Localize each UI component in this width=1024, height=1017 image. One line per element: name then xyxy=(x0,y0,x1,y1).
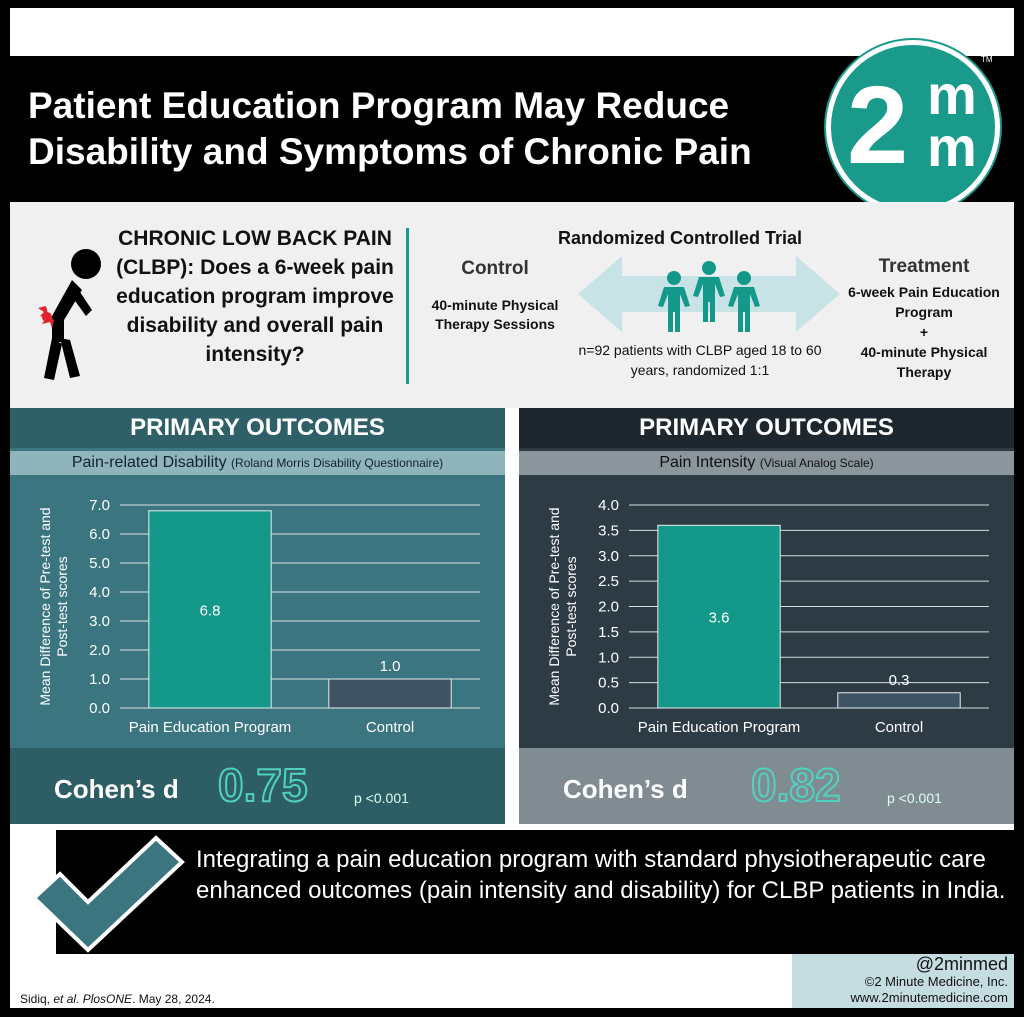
disability-outcome-panel: PRIMARY OUTCOMES Pain-related Disability… xyxy=(10,408,505,824)
y-tick-label: 6.0 xyxy=(89,526,110,543)
study-design-panel: CHRONIC LOW BACK PAIN (CLBP): Does a 6-w… xyxy=(10,202,1014,408)
sample-description: n=92 patients with CLBP aged 18 to 60 ye… xyxy=(578,342,822,378)
checkmark-icon xyxy=(31,835,185,953)
y-tick-label: 2.0 xyxy=(598,599,619,616)
y-axis-title: Mean Difference of Pre-test andPost-test… xyxy=(37,507,70,705)
citation-date: . May 28, 2024. xyxy=(132,992,215,1006)
cohens-d-value: 0.82 xyxy=(750,758,842,812)
study-design-title: Randomized Controlled Trial xyxy=(558,228,803,248)
p-value: p <0.001 xyxy=(887,790,942,806)
patients-group-icon xyxy=(658,261,760,332)
bar-control xyxy=(837,692,961,709)
cohens-d-value: 0.75 xyxy=(217,758,309,812)
back-pain-person-icon xyxy=(38,249,101,380)
y-tick-label: 1.5 xyxy=(598,624,619,641)
bar-value-label: 3.6 xyxy=(709,610,730,627)
treatment-program: 6-week Pain Education Program xyxy=(848,284,1000,320)
citation-etal: et al. PlosONE xyxy=(53,992,133,1006)
treatment-plus: + xyxy=(919,324,929,340)
cohens-d-label: Cohen’s d xyxy=(563,774,688,804)
y-tick-label: 0.0 xyxy=(89,700,110,717)
treatment-description: 6-week Pain Education Program + 40-minut… xyxy=(840,282,1008,382)
y-tick-label: 3.5 xyxy=(598,522,619,539)
x-category-label: Pain Education Program xyxy=(129,719,292,736)
y-tick-label: 3.0 xyxy=(598,548,619,565)
control-title: Control xyxy=(461,258,529,279)
x-category-label: Control xyxy=(875,719,923,736)
copyright: ©2 Minute Medicine, Inc. xyxy=(864,974,1008,989)
page-title: Patient Education Program May Reduce Dis… xyxy=(28,85,752,172)
bar-value-label: 1.0 xyxy=(380,658,401,675)
y-axis-title: Mean Difference of Pre-test andPost-test… xyxy=(546,507,579,705)
conclusion-box: Integrating a pain education program wit… xyxy=(31,830,1014,954)
logo-letter-top: m xyxy=(927,63,977,126)
effect-size-bar: Cohen’s d 0.82 p <0.001 xyxy=(519,748,1014,824)
section-divider xyxy=(406,228,409,384)
panel-subtitle: Pain Intensity (Visual Analog Scale) xyxy=(519,451,1014,475)
panel-heading: PRIMARY OUTCOMES xyxy=(519,408,1014,448)
y-tick-label: 7.0 xyxy=(89,497,110,514)
bar-pain-education-program xyxy=(148,510,272,709)
bar-value-label: 6.8 xyxy=(200,602,221,619)
social-handle: @2minmed xyxy=(915,954,1008,974)
panel-subtitle: Pain-related Disability (Roland Morris D… xyxy=(10,451,505,475)
y-tick-label: 3.0 xyxy=(89,613,110,630)
header-bar: Patient Education Program May Reduce Dis… xyxy=(10,40,1014,214)
y-tick-label: 0.0 xyxy=(598,700,619,717)
y-tick-label: 5.0 xyxy=(89,555,110,572)
logo-trademark: TM xyxy=(981,55,993,64)
y-tick-label: 1.0 xyxy=(89,671,110,688)
subtitle-scale: (Visual Analog Scale) xyxy=(759,456,874,470)
bar-pain-education-program xyxy=(657,524,781,709)
pain-intensity-outcome-panel: PRIMARY OUTCOMES Pain Intensity (Visual … xyxy=(519,408,1014,824)
y-tick-label: 4.0 xyxy=(598,497,619,514)
y-tick-label: 4.0 xyxy=(89,584,110,601)
website: www.2minutemedicine.com xyxy=(850,990,1008,1005)
p-value: p <0.001 xyxy=(354,790,409,806)
panel-heading: PRIMARY OUTCOMES xyxy=(10,408,505,448)
y-tick-label: 0.5 xyxy=(598,675,619,692)
control-description: 40-minute Physical Therapy Sessions xyxy=(431,297,559,332)
credit-box: @2minmed ©2 Minute Medicine, Inc. www.2m… xyxy=(792,954,1014,1008)
y-axis-title-line: Post-test scores xyxy=(563,556,579,656)
treatment-title: Treatment xyxy=(878,256,970,277)
y-axis-title-line: Mean Difference of Pre-test and xyxy=(546,507,562,705)
subtitle-main: Pain-related Disability xyxy=(71,454,227,471)
pain-intensity-bar-chart: 0.0 0.5 1.0 1.5 2.0 2.5 3.0 3.5 4.0 Mean Differen… xyxy=(546,497,989,736)
y-tick-label: 1.0 xyxy=(598,649,619,666)
randomization-arrow-icon xyxy=(578,256,840,332)
y-tick-label: 2.5 xyxy=(598,573,619,590)
logo-number: 2 xyxy=(847,64,909,187)
disability-bar-chart: 0.0 1.0 2.0 3.0 4.0 5.0 6.0 7.0 Mean Difference … xyxy=(37,497,480,736)
y-axis-title-line: Post-test scores xyxy=(54,556,70,656)
x-category-label: Control xyxy=(366,719,414,736)
subtitle-scale: (Roland Morris Disability Questionnaire) xyxy=(231,456,444,470)
x-category-label: Pain Education Program xyxy=(638,719,801,736)
cohens-d-label: Cohen’s d xyxy=(54,774,179,804)
citation-authors: Sidiq, xyxy=(20,992,54,1006)
y-tick-label: 2.0 xyxy=(89,642,110,659)
bar-value-label: 0.3 xyxy=(889,672,910,689)
brand-logo: 2 m m TM xyxy=(826,40,1000,214)
citation: Sidiq, et al. PlosONE. May 28, 2024. xyxy=(20,992,215,1006)
research-question: CHRONIC LOW BACK PAIN (CLBP): Does a 6-w… xyxy=(116,227,394,366)
conclusion-text: Integrating a pain education program wit… xyxy=(196,846,1006,904)
infographic: Patient Education Program May Reduce Dis… xyxy=(10,8,1014,1008)
y-axis-title-line: Mean Difference of Pre-test and xyxy=(37,507,53,705)
bar-control xyxy=(328,678,452,709)
logo-letter-bottom: m xyxy=(927,115,977,178)
effect-size-bar: Cohen’s d 0.75 p <0.001 xyxy=(10,748,505,824)
subtitle-main: Pain Intensity xyxy=(659,454,756,471)
treatment-therapy: 40-minute Physical Therapy xyxy=(860,344,988,380)
